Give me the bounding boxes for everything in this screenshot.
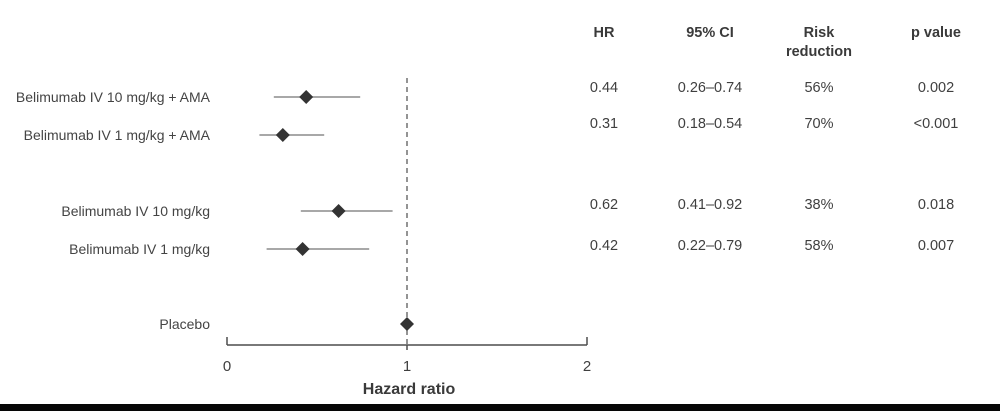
cell-hr: 0.44 [589, 80, 619, 96]
cell-ci: 0.18–0.54 [677, 116, 743, 132]
row-label: Belimumab IV 10 mg/kg [61, 203, 210, 219]
cell-risk-reduction: 56% [804, 80, 834, 96]
cell-hr: 0.42 [589, 238, 619, 254]
col-header-p-value: p value [911, 25, 961, 41]
cell-hr: 0.31 [589, 116, 619, 132]
cell-ci: 0.26–0.74 [677, 80, 743, 96]
cell-p-value: 0.002 [917, 80, 955, 96]
row-label: Belimumab IV 1 mg/kg [69, 241, 210, 257]
hr-diamond-marker [299, 90, 314, 104]
hr-diamond-marker [400, 317, 414, 331]
hr-diamond-marker [331, 204, 346, 218]
cell-risk-reduction: 58% [804, 238, 834, 254]
hr-diamond-marker [275, 128, 290, 142]
x-axis-tick-label: 0 [223, 358, 231, 375]
row-label: Belimumab IV 10 mg/kg + AMA [15, 89, 210, 105]
hr-diamond-marker [295, 242, 310, 256]
cell-ci: 0.22–0.79 [677, 238, 743, 254]
cell-p-value: 0.007 [917, 238, 955, 254]
bottom-rule [0, 404, 1000, 411]
cell-risk-reduction: 38% [804, 197, 834, 213]
col-header-ci: 95% CI [686, 25, 734, 41]
row-label: Placebo [159, 316, 210, 332]
col-header-risk-reduction: Risk reduction [785, 25, 853, 60]
x-axis-tick-label: 2 [583, 358, 591, 375]
col-header-hr: HR [593, 25, 615, 41]
x-axis-title: Hazard ratio [362, 381, 456, 398]
row-label: Belimumab IV 1 mg/kg + AMA [23, 127, 210, 143]
x-axis-tick-label: 1 [403, 358, 411, 375]
cell-risk-reduction: 70% [804, 116, 834, 132]
cell-ci: 0.41–0.92 [677, 197, 743, 213]
cell-hr: 0.62 [589, 197, 619, 213]
cell-p-value: <0.001 [913, 116, 959, 132]
cell-p-value: 0.018 [917, 197, 955, 213]
